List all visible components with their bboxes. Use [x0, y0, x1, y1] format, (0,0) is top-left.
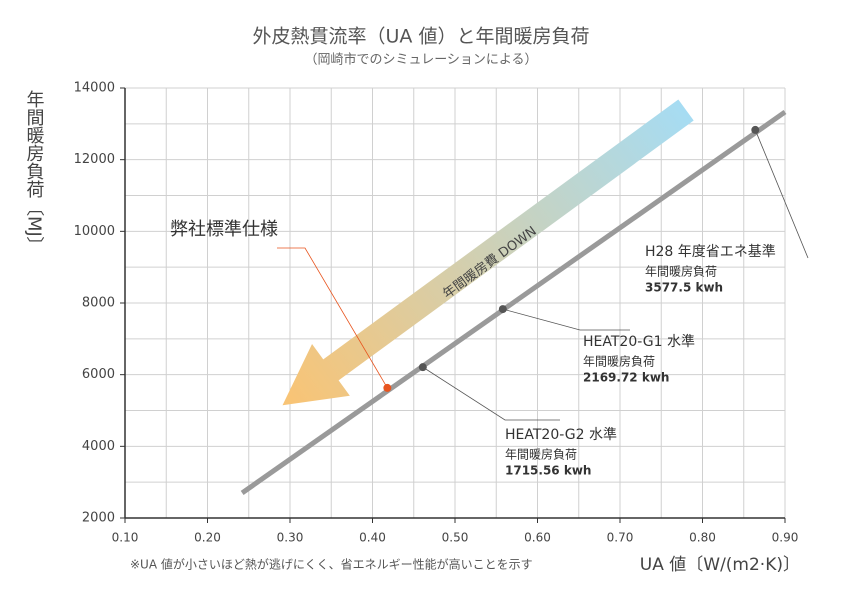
- arrow-shape: [282, 99, 694, 406]
- y-tick-label: 2000: [82, 511, 115, 526]
- point-label: 年間暖房負荷: [583, 354, 655, 369]
- data-point: [418, 363, 427, 372]
- point-label: HEAT20-G2 水準: [505, 427, 617, 443]
- y-axis-label: 年間暖房負荷〔MJ〕: [24, 90, 45, 255]
- x-tick-label: 0.10: [112, 531, 139, 545]
- leader-line: [277, 247, 388, 389]
- chart-title: 外皮熱貫流率（UA 値）と年間暖房負荷: [253, 26, 590, 48]
- grid: [125, 87, 786, 518]
- x-tick-label: 0.90: [772, 531, 799, 545]
- point-label: 2169.72 kwh: [583, 371, 669, 385]
- x-tick-label: 0.20: [194, 531, 221, 545]
- x-tick-label: 0.70: [607, 531, 634, 545]
- x-tick-label: 0.60: [524, 531, 551, 545]
- down-arrow: [282, 99, 694, 406]
- leader-line: [754, 129, 809, 259]
- x-tick-label: 0.30: [277, 531, 304, 545]
- trend-line: [240, 109, 787, 495]
- data-point: [751, 125, 760, 134]
- point-label: 3577.5 kwh: [645, 281, 723, 295]
- y-tick-label: 12000: [74, 152, 115, 167]
- x-tick-label: 0.80: [689, 531, 716, 545]
- point-label: H28 年度省エネ基準: [645, 243, 776, 260]
- point-label: 1715.56 kwh: [505, 464, 591, 478]
- y-tick-label: 10000: [74, 224, 115, 239]
- data-point: [498, 305, 507, 314]
- footnote: ※UA 値が小さいほど熱が逃げにくく、省エネルギー性能が高いことを示す: [130, 557, 533, 572]
- y-tick-label: 6000: [82, 367, 115, 382]
- point-label: 年間暖房負荷: [645, 264, 717, 279]
- x-tick-label: 0.50: [442, 531, 469, 545]
- y-tick-label: 4000: [82, 439, 115, 454]
- y-tick-label: 14000: [74, 81, 115, 96]
- y-tick-label: 8000: [82, 296, 115, 311]
- x-tick-label: 0.40: [359, 531, 386, 545]
- point-label: HEAT20-G1 水準: [583, 334, 695, 350]
- leader-line: [502, 308, 630, 331]
- chart-subtitle: （岡崎市でのシミュレーションによる）: [304, 52, 537, 68]
- data-point: [383, 383, 392, 392]
- point-label: 年間暖房負荷: [505, 447, 577, 462]
- x-axis-label: UA 値〔W/(m2·K)〕: [640, 555, 800, 575]
- point-label: 弊社標準仕様: [170, 219, 278, 240]
- leader-line: [422, 366, 560, 421]
